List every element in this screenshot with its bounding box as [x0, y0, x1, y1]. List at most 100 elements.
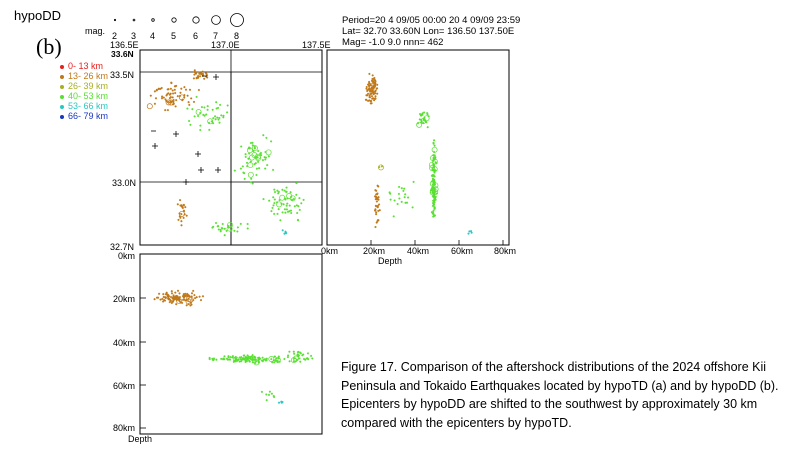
earthquake-marker	[247, 357, 250, 360]
earthquake-marker	[222, 116, 225, 119]
earthquake-marker	[281, 229, 284, 232]
earthquake-marker	[290, 195, 293, 198]
earthquake-marker	[194, 297, 197, 300]
station-marker	[183, 179, 189, 185]
earthquake-marker	[201, 70, 204, 73]
earthquake-marker	[267, 393, 271, 396]
earthquake-marker	[276, 359, 279, 362]
earthquake-marker	[274, 359, 277, 362]
earthquake-marker	[208, 356, 211, 359]
earthquake-marker	[286, 210, 290, 213]
earthquake-marker	[153, 102, 156, 105]
earthquake-marker	[246, 222, 249, 226]
magnitude-symbol	[192, 16, 200, 24]
earthquake-marker	[203, 77, 206, 80]
earthquake-marker	[284, 211, 287, 214]
earthquake-marker	[206, 105, 209, 108]
ew-tick-80: 80km	[494, 246, 516, 256]
earthquake-marker	[229, 356, 232, 359]
earthquake-marker	[220, 226, 223, 230]
earthquake-marker	[197, 114, 200, 118]
earthquake-marker	[368, 87, 371, 90]
earthquake-marker	[289, 209, 293, 212]
legend-label: 13- 26 km	[68, 71, 109, 81]
earthquake-marker	[214, 118, 217, 121]
earthquake-marker	[305, 357, 308, 360]
earthquake-marker	[298, 208, 301, 211]
earthquake-marker	[433, 206, 436, 209]
magnitude-symbol	[230, 13, 244, 27]
earthquake-marker	[282, 203, 285, 206]
earthquake-marker	[182, 209, 185, 212]
earthquake-marker	[367, 92, 370, 95]
earthquake-marker	[183, 86, 186, 89]
earthquake-marker	[295, 204, 298, 207]
earthquake-marker	[374, 81, 377, 84]
magnitude-tick: 3	[131, 31, 136, 41]
earthquake-marker	[283, 189, 286, 192]
legend-dot	[60, 64, 64, 69]
legend-item: 40- 53 km	[60, 91, 108, 101]
earthquake-marker	[245, 360, 248, 363]
earthquake-marker	[179, 91, 182, 94]
lon-tick-137-5: 137.5E	[302, 40, 331, 50]
earthquake-marker	[217, 118, 220, 121]
ew-tick-60: 60km	[451, 246, 473, 256]
period-line: Period=20 4 09/05 00:00 20 4 09/09 23:59	[342, 15, 521, 26]
magnitude-tick: 2	[112, 31, 117, 41]
magnitude-symbol	[113, 18, 117, 22]
earthquake-marker	[183, 94, 186, 97]
earthquake-marker	[169, 96, 172, 99]
earthquake-marker	[292, 197, 295, 201]
earthquake-marker	[227, 221, 234, 228]
earthquake-marker	[195, 77, 198, 80]
earthquake-marker	[164, 98, 167, 101]
earthquake-marker	[252, 150, 255, 153]
earthquake-marker	[169, 101, 173, 104]
earthquake-marker	[268, 356, 275, 362]
earthquake-marker	[181, 99, 184, 102]
legend-item: 0- 13 km	[60, 61, 103, 71]
earthquake-marker	[420, 118, 423, 121]
earthquake-marker	[272, 196, 275, 199]
earthquake-marker	[403, 196, 406, 199]
earthquake-marker	[468, 230, 471, 233]
earthquake-marker	[193, 294, 196, 297]
earthquake-marker	[292, 360, 295, 363]
earthquake-marker	[225, 357, 229, 360]
station-marker	[152, 143, 158, 149]
earthquake-marker	[268, 390, 271, 393]
earthquake-marker	[181, 295, 185, 298]
earthquake-marker	[277, 190, 280, 193]
magnitude-tick: 6	[193, 31, 198, 41]
earthquake-marker	[396, 202, 399, 206]
ns-tick-0: 0km	[118, 251, 135, 261]
earthquake-marker	[375, 211, 378, 214]
earthquake-marker	[180, 220, 183, 223]
earthquake-marker	[298, 197, 301, 200]
earthquake-marker	[283, 357, 286, 361]
earthquake-marker	[172, 297, 175, 300]
earthquake-marker	[296, 218, 300, 221]
legend-item: 26- 39 km	[60, 81, 108, 91]
earthquake-marker	[174, 105, 177, 108]
earthquake-marker	[183, 213, 186, 216]
earthquake-marker	[273, 361, 276, 364]
earthquake-marker	[174, 295, 178, 298]
earthquake-marker	[423, 111, 426, 114]
earthquake-marker	[175, 99, 178, 102]
earthquake-marker	[215, 101, 218, 104]
earthquake-marker	[199, 299, 203, 302]
earthquake-marker	[287, 354, 290, 357]
earthquake-marker	[244, 153, 247, 156]
earthquake-marker	[204, 72, 208, 75]
mag-line: Mag= -1.0 9.0 nnn= 462	[342, 37, 444, 48]
earthquake-marker	[374, 189, 377, 192]
earthquake-marker	[217, 224, 220, 228]
earthquake-marker	[201, 295, 205, 298]
earthquake-marker	[195, 296, 198, 299]
earthquake-marker	[388, 191, 391, 194]
earthquake-marker	[186, 94, 189, 97]
earthquake-marker	[416, 121, 423, 128]
earthquake-marker	[212, 117, 215, 120]
